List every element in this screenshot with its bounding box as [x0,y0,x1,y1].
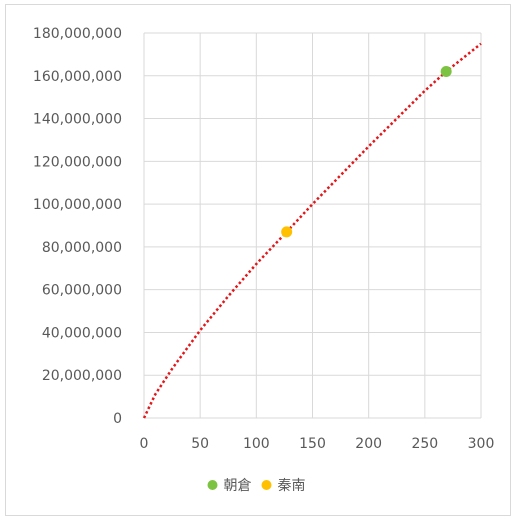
y-tick-label: 100,000,000 [33,197,122,213]
legend-marker [207,480,218,490]
legend-label: 秦南 [278,478,306,494]
y-tick-label: 160,000,000 [33,69,122,85]
x-tick-label: 300 [468,436,495,452]
trendline-path [142,42,482,419]
y-tick-label: 40,000,000 [42,325,122,341]
data-point [281,226,293,238]
legend-item: 朝倉 [207,478,252,494]
grid [144,32,482,418]
y-tick-label: 60,000,000 [42,283,122,299]
x-tick-label: 250 [411,436,438,452]
y-tick-label: 80,000,000 [42,240,122,256]
axes: 0 50 100 150 200 250 300 0 20,000,000 40,000,000 6… [33,26,494,452]
data-point [440,66,452,77]
legend: 朝倉 秦南 [207,478,306,494]
y-tick-label: 140,000,000 [33,112,122,128]
y-tick-label: 20,000,000 [42,368,122,384]
x-tick-label: 200 [355,436,382,452]
data-points [281,66,452,238]
x-tick-label: 100 [243,436,270,452]
y-tick-label: 120,000,000 [33,154,122,170]
legend-marker [261,480,272,490]
x-tick-label: 50 [191,436,209,452]
x-tick-label: 150 [299,436,326,452]
trendline [142,42,482,419]
legend-item: 秦南 [261,478,306,494]
y-tick-label: 180,000,000 [33,26,122,42]
legend-label: 朝倉 [224,478,252,494]
y-tick-label: 0 [113,411,122,427]
x-tick-label: 0 [140,436,149,452]
